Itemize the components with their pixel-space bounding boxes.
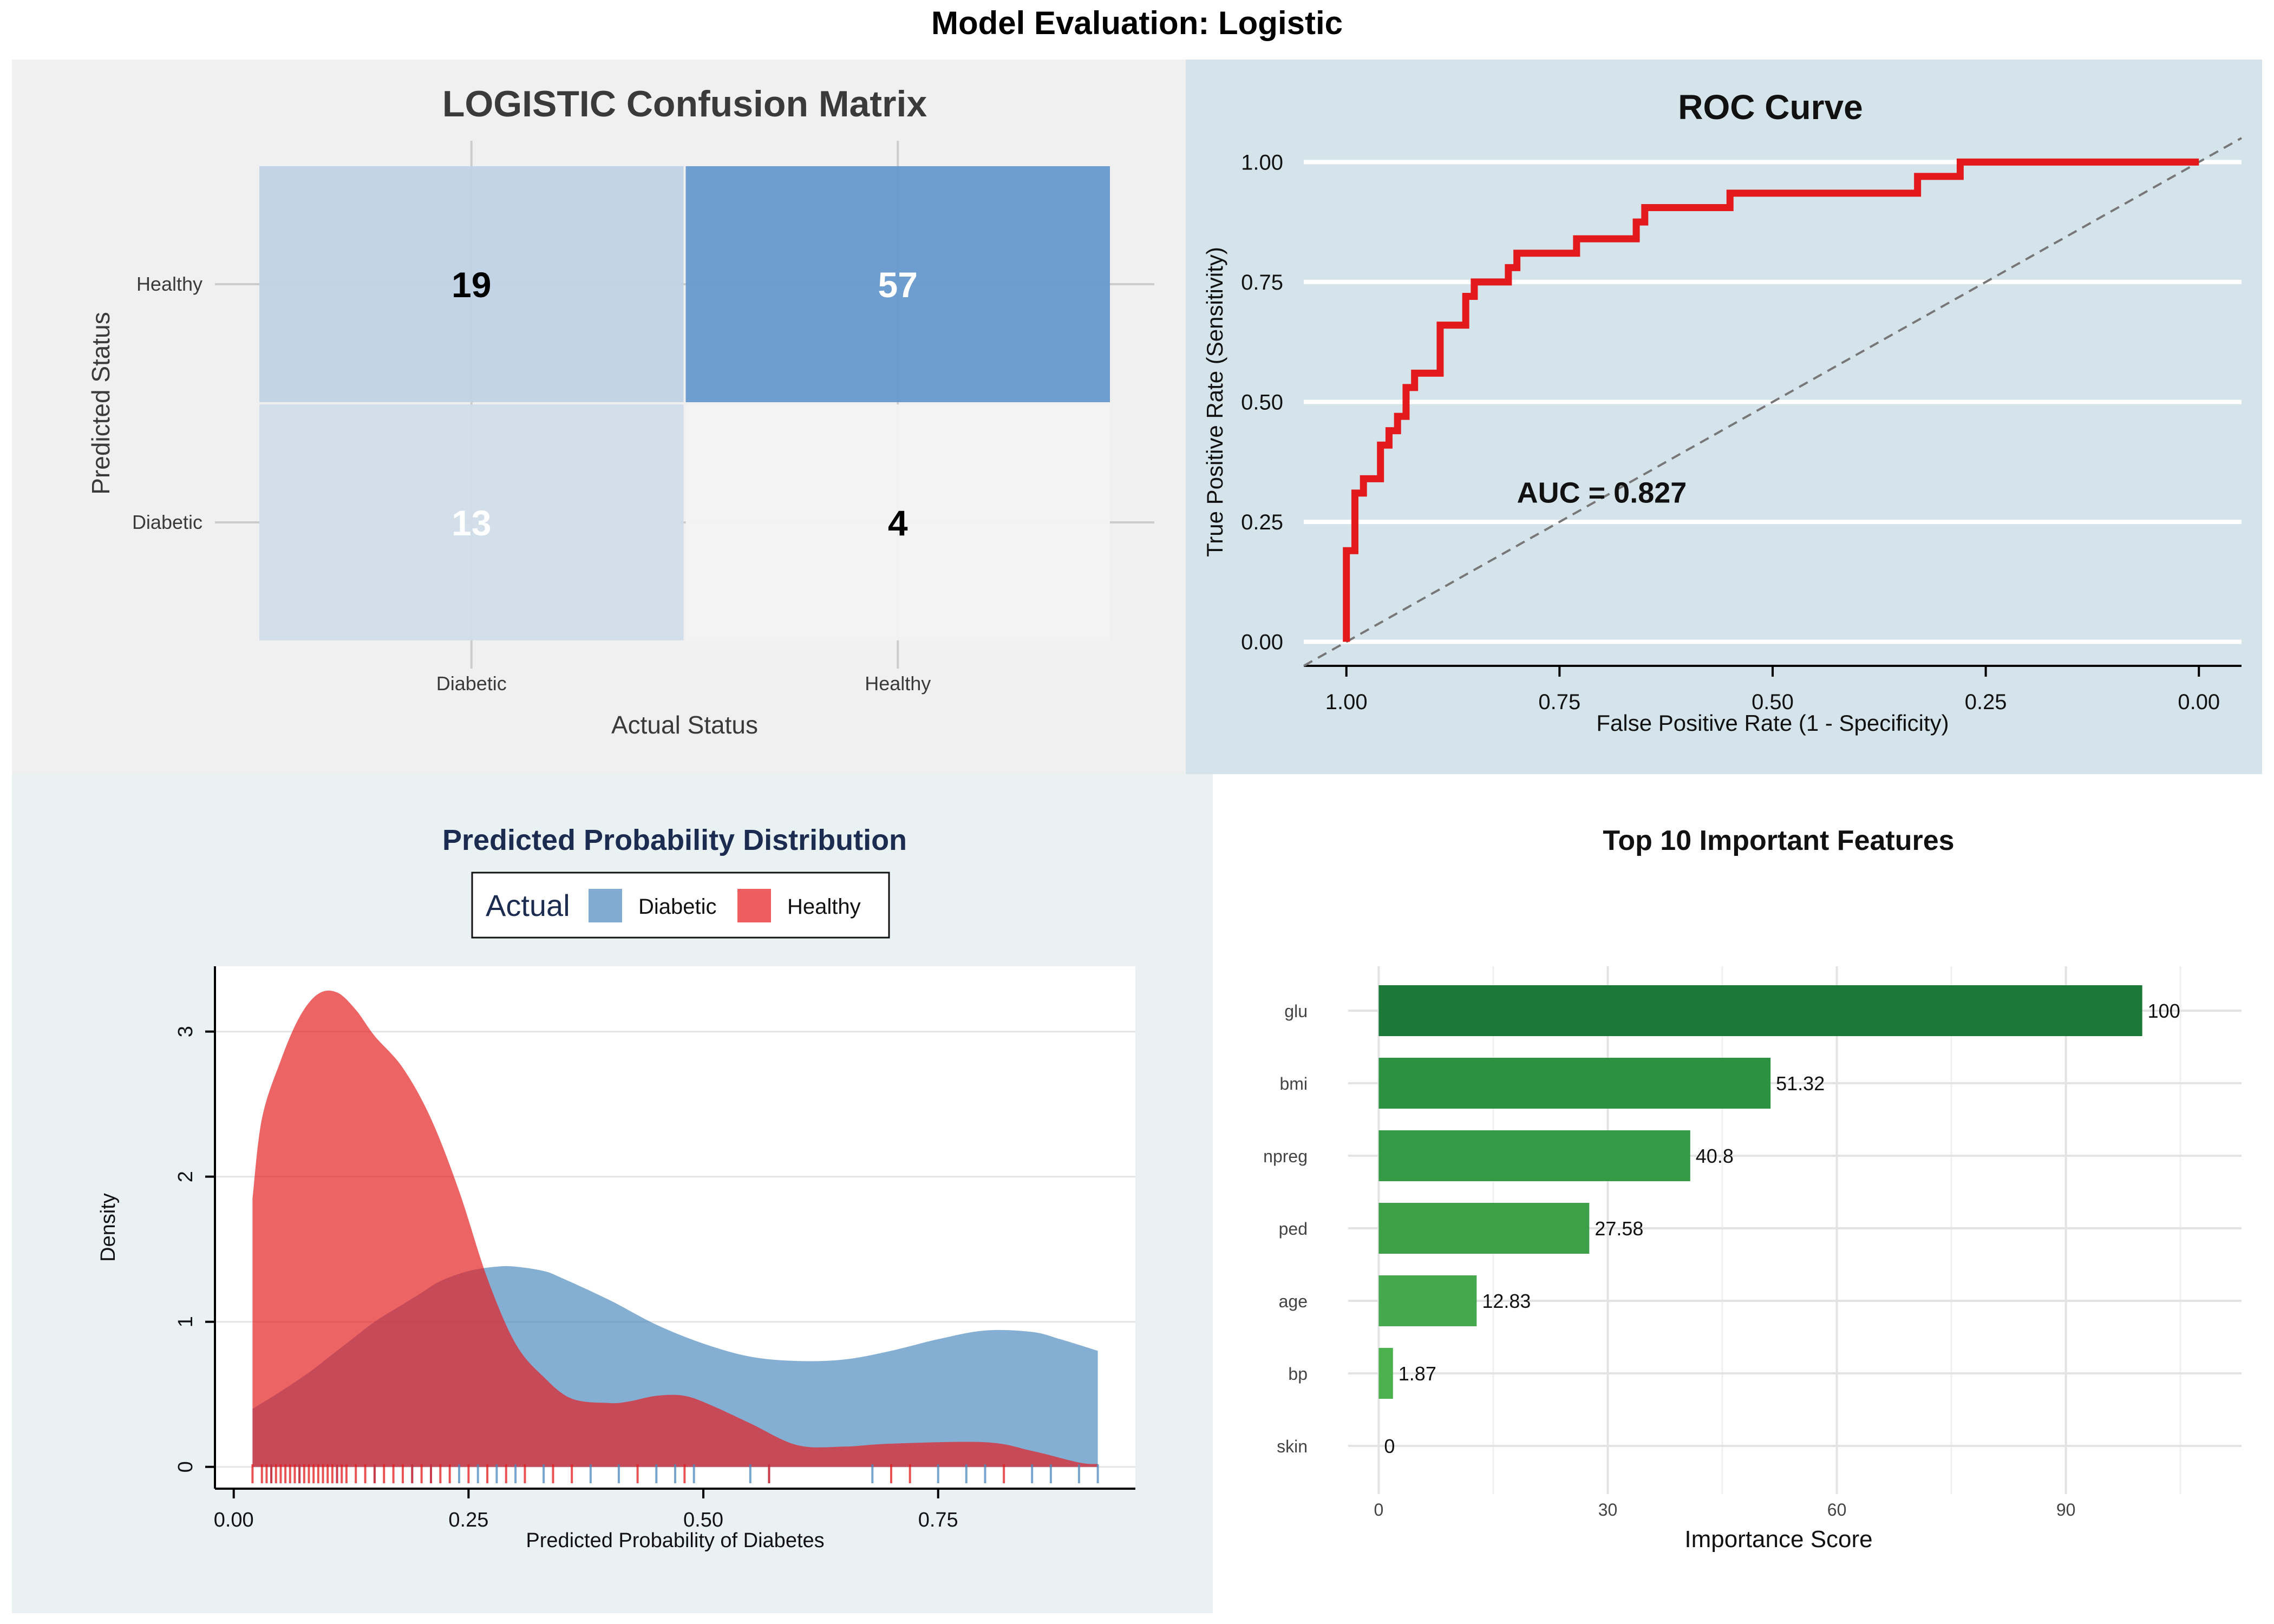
cm-cell-label: 19 [452, 265, 491, 305]
confusion-matrix-panel: LOGISTIC Confusion Matrix 19 57 13 4 Diabetic… [12, 60, 1186, 774]
importance-bar-label: 12.83 [1482, 1290, 1531, 1312]
roc-curve-chart: ROC Curve 0.00 0.25 0.50 0.75 1.00 1.00 0.75 0.5… [1202, 88, 2242, 736]
importance-x-tick-label: 90 [2056, 1500, 2076, 1520]
cm-y-tick-label: Diabetic [132, 511, 202, 533]
density-y-tick-label: 2 [174, 1171, 197, 1182]
importance-y-tick-label: age [1279, 1292, 1308, 1311]
density-legend-label: Diabetic [638, 895, 717, 919]
density-legend-box [471, 872, 890, 939]
importance-bar [1378, 1130, 1690, 1181]
importance-bar [1378, 985, 2142, 1036]
cm-title: LOGISTIC Confusion Matrix [442, 83, 927, 125]
roc-y-tick-label: 0.75 [1241, 271, 1283, 294]
cm-cell-label: 4 [888, 503, 908, 543]
roc-diagonal-reference [1303, 137, 2242, 667]
roc-x-tick-label: 0.25 [1965, 690, 2007, 714]
figure-title: Model Evaluation: Logistic [931, 5, 1343, 41]
density-y-tick-label: 1 [174, 1316, 197, 1327]
cm-cell [259, 166, 684, 402]
density-x-tick-label: 0.75 [918, 1509, 958, 1531]
importance-x-axis-label: Importance Score [1684, 1526, 1872, 1553]
importance-y-tick-label: bmi [1279, 1074, 1308, 1093]
roc-y-tick-label: 1.00 [1241, 150, 1283, 174]
density-x-tick-label: 0.25 [448, 1509, 488, 1531]
roc-curve-panel: ROC Curve 0.00 0.25 0.50 0.75 1.00 1.00 0.75 0.5… [1186, 60, 2262, 774]
density-area-healthy [252, 990, 1098, 1467]
cm-y-axis-label: Predicted Status [87, 312, 115, 495]
feature-importance-panel: Top 10 Important Features 100 glu 51.32 bmi 4… [1213, 774, 2262, 1613]
importance-y-tick-label: bp [1288, 1364, 1308, 1384]
importance-y-tick-label: glu [1284, 1001, 1308, 1021]
importance-x-tick-label: 60 [1827, 1500, 1847, 1520]
roc-y-tick-label: 0.25 [1241, 510, 1283, 534]
importance-bar [1378, 1348, 1393, 1399]
importance-bar-label: 1.87 [1399, 1363, 1436, 1385]
roc-x-tick-label: 0.50 [1752, 690, 1794, 714]
roc-y-tick-label: 0.00 [1241, 631, 1283, 654]
feature-importance-chart: Top 10 Important Features 100 glu 51.32 bmi 4… [1263, 825, 2242, 1553]
importance-bar [1378, 1058, 1771, 1109]
density-y-tick-label: 3 [174, 1026, 197, 1037]
cm-cell-label: 57 [878, 265, 918, 305]
cm-cell [259, 404, 684, 640]
cm-cell-label: 13 [452, 503, 491, 543]
importance-bar-label: 40.8 [1696, 1145, 1734, 1167]
cm-cell [685, 166, 1110, 402]
density-y-tick-label: 0 [174, 1461, 197, 1472]
density-legend-label: Healthy [787, 895, 861, 919]
confusion-matrix-chart: LOGISTIC Confusion Matrix 19 57 13 4 Diabetic… [87, 83, 1154, 739]
density-legend-title: Actual [486, 888, 570, 922]
roc-x-axis-label: False Positive Rate (1 - Specificity) [1596, 710, 1949, 736]
roc-y-axis-label: True Positive Rate (Sensitivity) [1202, 247, 1227, 557]
importance-y-tick-label: skin [1277, 1437, 1308, 1456]
density-x-tick-label: 0.50 [683, 1509, 723, 1531]
importance-y-tick-label: npreg [1263, 1147, 1308, 1166]
density-x-tick-label: 0.00 [214, 1509, 254, 1531]
probability-distribution-panel: Predicted Probability Distribution Actual… [12, 774, 1213, 1613]
cm-x-axis-label: Actual Status [611, 711, 758, 739]
importance-bar-label: 0 [1384, 1435, 1395, 1457]
roc-x-tick-label: 0.75 [1538, 690, 1580, 714]
importance-bar [1378, 1203, 1590, 1254]
importance-x-tick-label: 0 [1374, 1500, 1384, 1520]
roc-auc-annotation: AUC = 0.827 [1517, 477, 1687, 509]
importance-bar [1378, 1275, 1477, 1326]
roc-title: ROC Curve [1678, 88, 1863, 127]
roc-y-tick-label: 0.50 [1241, 391, 1283, 415]
importance-y-tick-label: ped [1279, 1219, 1308, 1239]
density-y-axis-label: Density [97, 1193, 120, 1262]
roc-x-tick-label: 1.00 [1325, 690, 1368, 714]
importance-bar-label: 27.58 [1595, 1217, 1643, 1240]
density-legend-swatch [589, 889, 622, 922]
importance-bar-label: 51.32 [1776, 1072, 1825, 1095]
probability-distribution-chart: Predicted Probability Distribution Actual… [97, 824, 1135, 1552]
density-legend-swatch [737, 889, 771, 922]
density-x-axis-label: Predicted Probability of Diabetes [526, 1529, 824, 1552]
cm-x-tick-label: Diabetic [436, 672, 507, 695]
cm-cell [685, 404, 1110, 640]
roc-curve-line [1343, 158, 2199, 642]
cm-y-tick-label: Healthy [136, 273, 202, 295]
importance-title: Top 10 Important Features [1603, 825, 1954, 856]
cm-x-tick-label: Healthy [865, 672, 931, 695]
importance-x-tick-label: 30 [1598, 1500, 1618, 1520]
density-title: Predicted Probability Distribution [442, 824, 907, 856]
importance-bar-label: 100 [2148, 1000, 2180, 1022]
roc-x-tick-label: 0.00 [2178, 690, 2220, 714]
